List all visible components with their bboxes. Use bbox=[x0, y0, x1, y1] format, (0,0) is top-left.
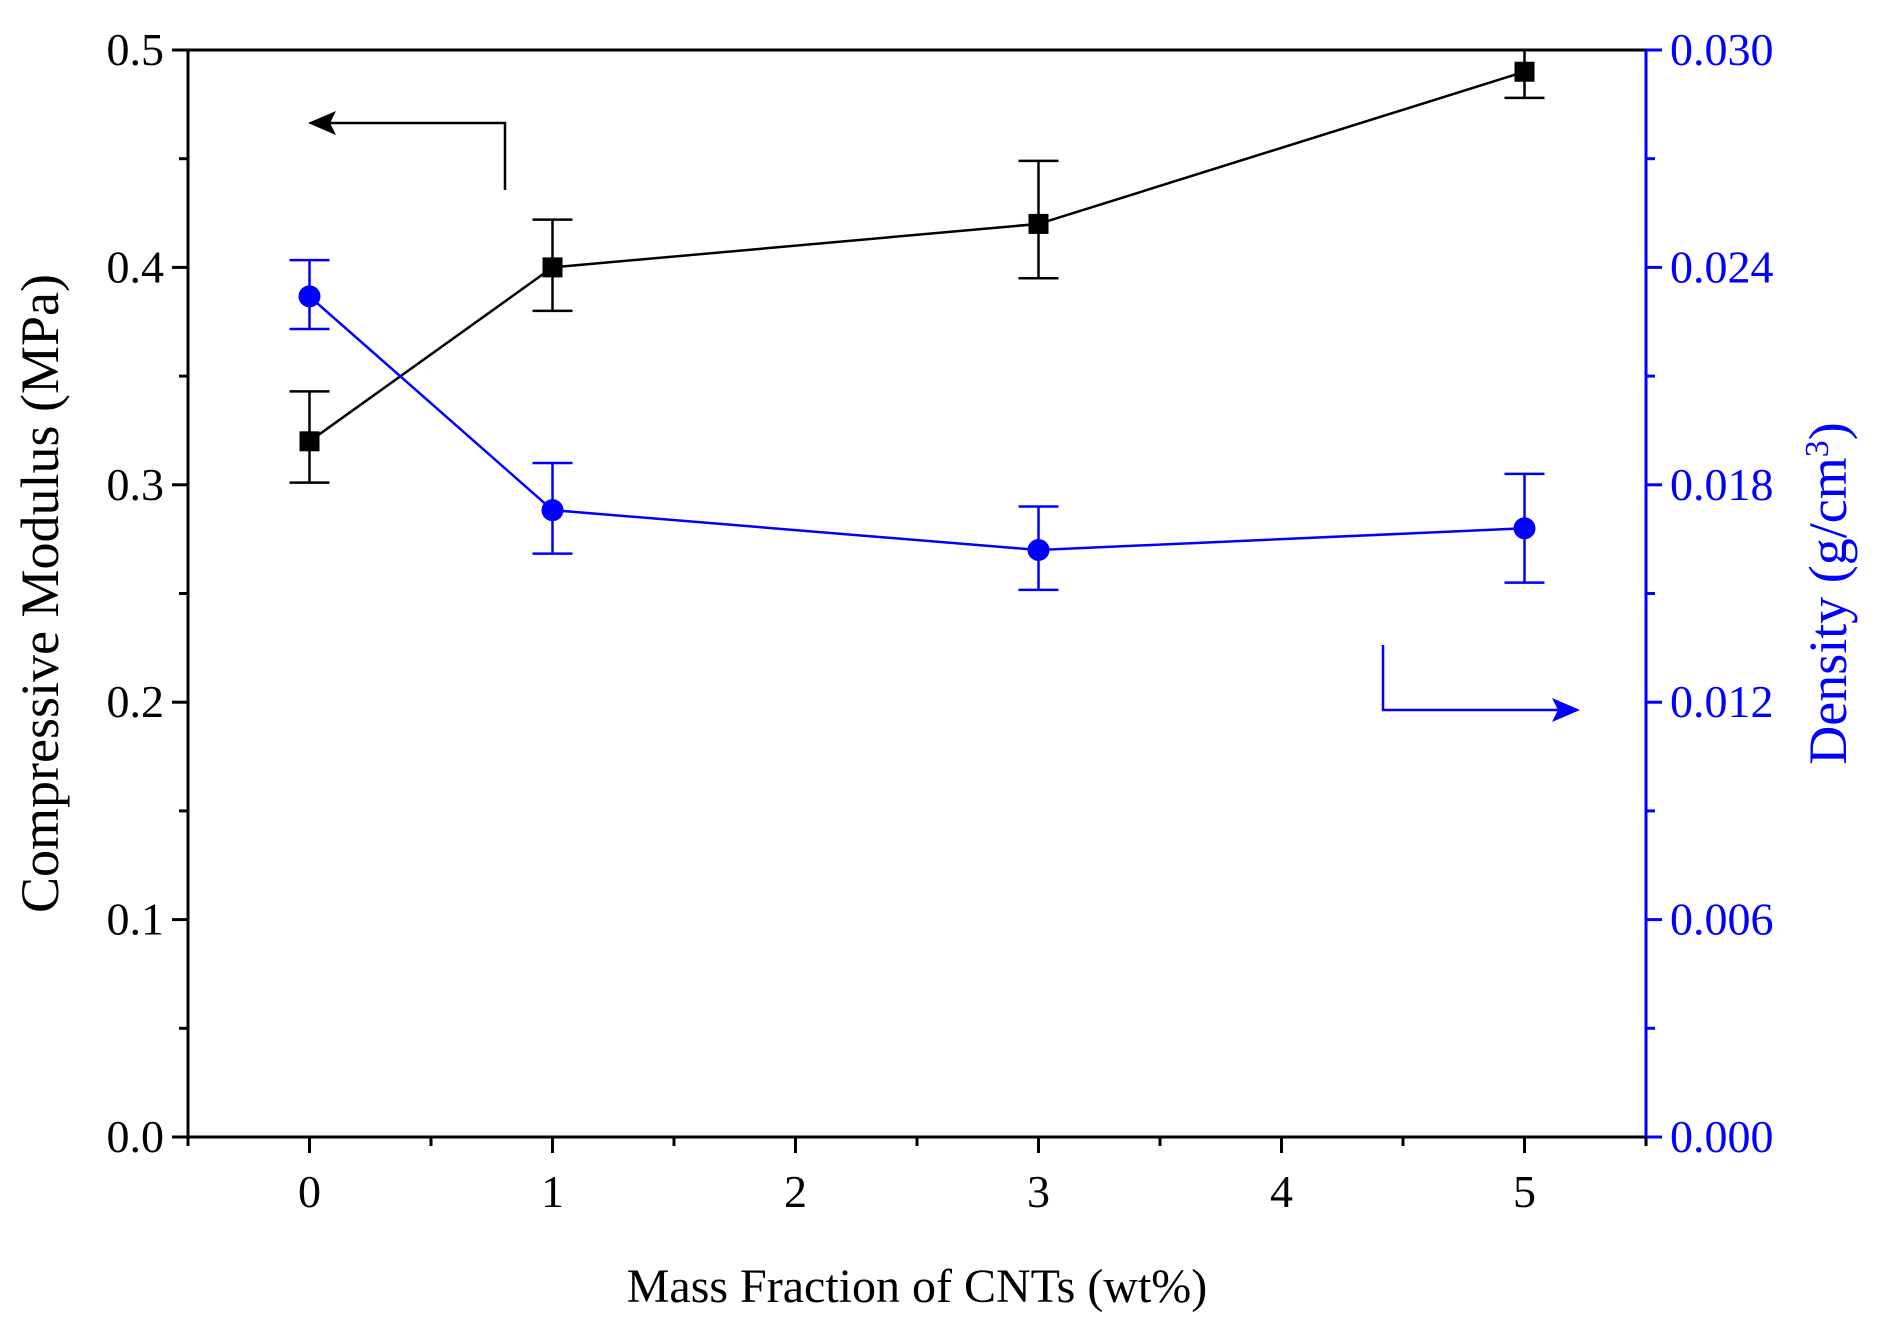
series-density bbox=[289, 258, 1545, 592]
x-tick-label: 0 bbox=[298, 1166, 321, 1217]
right-tick-label: 0.030 bbox=[1670, 24, 1774, 75]
right-tick-label: 0.012 bbox=[1670, 676, 1774, 727]
x-tick-label: 3 bbox=[1027, 1166, 1050, 1217]
data-point-square bbox=[542, 257, 563, 278]
right-arrow-head bbox=[1552, 698, 1580, 722]
left-tick-label: 0.5 bbox=[107, 24, 165, 75]
right-tick-label: 0.000 bbox=[1670, 1111, 1774, 1162]
data-point-square bbox=[1028, 213, 1049, 234]
series-line bbox=[308, 70, 1525, 443]
left-tick-label: 0.0 bbox=[107, 1111, 165, 1162]
series-layer bbox=[289, 48, 1545, 592]
data-point-circle bbox=[1027, 539, 1050, 562]
x-tick-label: 1 bbox=[541, 1166, 564, 1217]
right-axis-title: Density (g/cm3) bbox=[1798, 422, 1858, 764]
left-axis-title: Compressive Modulus (MPa) bbox=[10, 274, 70, 913]
x-tick-label: 4 bbox=[1270, 1166, 1293, 1217]
x-axis-title: Mass Fraction of CNTs (wt%) bbox=[627, 1260, 1208, 1313]
left-arrow-head bbox=[308, 111, 336, 135]
data-point-circle bbox=[298, 285, 321, 308]
data-point-square bbox=[299, 431, 320, 452]
right-arrow-line bbox=[1381, 645, 1568, 712]
right-axis-title-close: ) bbox=[1798, 422, 1858, 440]
right-axis-title-superscript: 3 bbox=[1799, 440, 1836, 457]
series-line bbox=[308, 295, 1525, 552]
right-tick-label: 0.024 bbox=[1670, 241, 1774, 292]
left-tick-label: 0.2 bbox=[107, 676, 165, 727]
data-point-circle bbox=[541, 499, 564, 522]
left-tick-label: 0.4 bbox=[107, 241, 165, 292]
left-arrow-line bbox=[315, 121, 507, 190]
left-tick-label: 0.3 bbox=[107, 459, 165, 510]
x-tick-label: 5 bbox=[1513, 1166, 1536, 1217]
right-axis-title-main: Density (g/cm bbox=[1798, 457, 1858, 764]
left-tick-label: 0.1 bbox=[107, 894, 165, 945]
right-tick-label: 0.018 bbox=[1670, 459, 1774, 510]
series-compressive-modulus bbox=[289, 48, 1545, 484]
x-tick-label: 2 bbox=[784, 1166, 807, 1217]
data-point-square bbox=[1514, 61, 1535, 82]
axes: 0 1 2 3 4 5 0.0 0.1 0.2 0.3 0.4 0.5 0.000 0.006 0.012 0… bbox=[10, 24, 1858, 1313]
annotations bbox=[308, 111, 1580, 722]
data-point-circle bbox=[1513, 517, 1536, 540]
right-tick-label: 0.006 bbox=[1670, 894, 1774, 945]
